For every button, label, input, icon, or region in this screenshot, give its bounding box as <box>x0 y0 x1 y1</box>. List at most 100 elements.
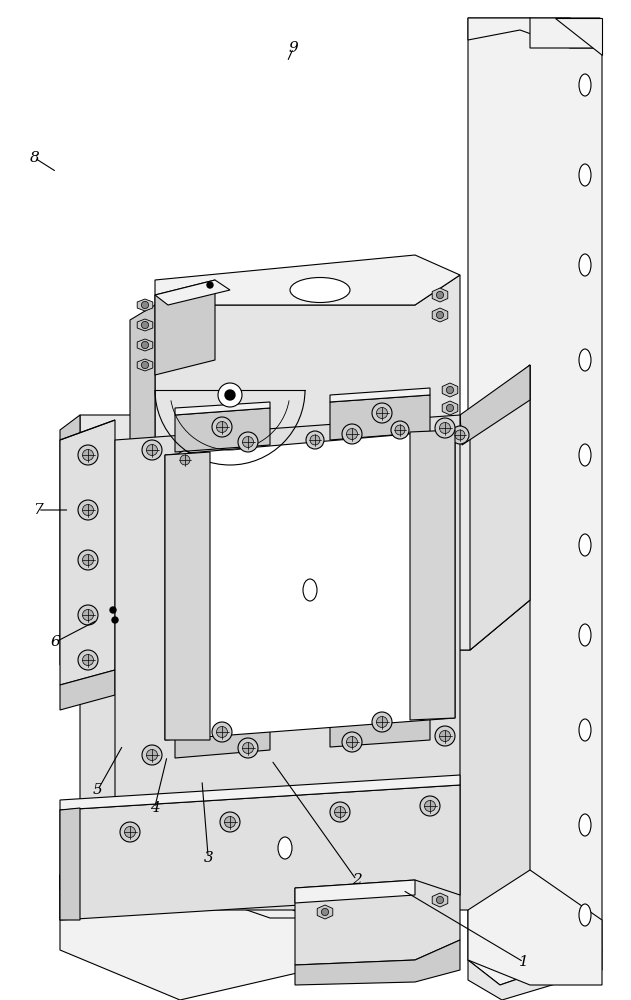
Text: 8: 8 <box>30 151 40 165</box>
Circle shape <box>212 722 232 742</box>
Circle shape <box>372 403 392 423</box>
Polygon shape <box>137 339 153 351</box>
Circle shape <box>141 341 148 349</box>
Circle shape <box>330 802 350 822</box>
Circle shape <box>440 730 451 742</box>
Polygon shape <box>80 600 530 910</box>
Text: 3: 3 <box>203 851 213 865</box>
Polygon shape <box>130 305 155 455</box>
Circle shape <box>216 726 228 738</box>
Polygon shape <box>295 880 415 903</box>
Circle shape <box>212 417 232 437</box>
Polygon shape <box>60 808 80 920</box>
Circle shape <box>306 431 324 449</box>
Circle shape <box>83 609 93 620</box>
Circle shape <box>437 291 444 299</box>
Circle shape <box>218 383 242 407</box>
Circle shape <box>437 896 444 904</box>
Ellipse shape <box>579 814 591 836</box>
Polygon shape <box>470 365 530 650</box>
Circle shape <box>302 482 318 498</box>
Circle shape <box>78 650 98 670</box>
Polygon shape <box>295 940 460 985</box>
Polygon shape <box>330 703 430 747</box>
Polygon shape <box>295 880 460 965</box>
Polygon shape <box>442 383 458 397</box>
Text: 2: 2 <box>351 873 362 887</box>
Circle shape <box>346 736 358 748</box>
Text: 1: 1 <box>519 955 529 969</box>
Circle shape <box>455 430 465 440</box>
Polygon shape <box>137 319 153 331</box>
Polygon shape <box>468 950 602 1000</box>
Polygon shape <box>60 775 460 810</box>
Circle shape <box>238 432 258 452</box>
Circle shape <box>78 550 98 570</box>
Polygon shape <box>432 893 448 907</box>
Circle shape <box>78 605 98 625</box>
Polygon shape <box>60 420 115 685</box>
Polygon shape <box>175 714 270 758</box>
Circle shape <box>446 386 454 394</box>
Ellipse shape <box>303 579 317 601</box>
Polygon shape <box>317 905 333 919</box>
Ellipse shape <box>579 444 591 466</box>
Polygon shape <box>432 288 448 302</box>
Polygon shape <box>155 275 460 445</box>
Text: 4: 4 <box>150 801 160 815</box>
Circle shape <box>420 796 440 816</box>
Text: 7: 7 <box>33 503 43 517</box>
Ellipse shape <box>278 837 292 859</box>
Circle shape <box>120 822 140 842</box>
Circle shape <box>146 444 158 456</box>
Ellipse shape <box>579 719 591 741</box>
Circle shape <box>124 826 136 838</box>
Circle shape <box>377 408 387 418</box>
Polygon shape <box>60 875 310 918</box>
Circle shape <box>141 321 148 329</box>
Polygon shape <box>175 402 270 415</box>
Circle shape <box>391 421 409 439</box>
Circle shape <box>141 301 148 309</box>
Polygon shape <box>175 408 270 452</box>
Circle shape <box>142 440 162 460</box>
Circle shape <box>342 424 362 444</box>
Polygon shape <box>155 280 230 305</box>
Polygon shape <box>60 670 115 710</box>
Circle shape <box>321 908 329 916</box>
Circle shape <box>83 504 93 516</box>
Circle shape <box>242 742 254 754</box>
Polygon shape <box>468 870 602 985</box>
Polygon shape <box>330 395 430 440</box>
Text: 9: 9 <box>288 41 298 55</box>
Circle shape <box>242 436 254 448</box>
Ellipse shape <box>579 254 591 276</box>
Circle shape <box>425 800 435 812</box>
Circle shape <box>435 418 455 438</box>
Polygon shape <box>165 452 210 740</box>
Circle shape <box>334 806 346 818</box>
Text: 5: 5 <box>93 783 103 797</box>
Circle shape <box>83 654 93 666</box>
Polygon shape <box>432 308 448 322</box>
Circle shape <box>238 738 258 758</box>
Circle shape <box>342 732 362 752</box>
Circle shape <box>346 428 358 440</box>
Circle shape <box>216 422 228 432</box>
Polygon shape <box>80 365 530 650</box>
Circle shape <box>220 812 240 832</box>
Circle shape <box>78 500 98 520</box>
Polygon shape <box>60 875 310 1000</box>
Circle shape <box>78 445 98 465</box>
Polygon shape <box>468 18 602 985</box>
Circle shape <box>446 404 454 412</box>
Circle shape <box>372 712 392 732</box>
Ellipse shape <box>233 519 247 541</box>
Ellipse shape <box>290 277 350 302</box>
Polygon shape <box>330 388 430 402</box>
Polygon shape <box>460 365 530 445</box>
Polygon shape <box>155 255 460 305</box>
Polygon shape <box>137 299 153 311</box>
Circle shape <box>141 361 148 369</box>
Ellipse shape <box>579 74 591 96</box>
